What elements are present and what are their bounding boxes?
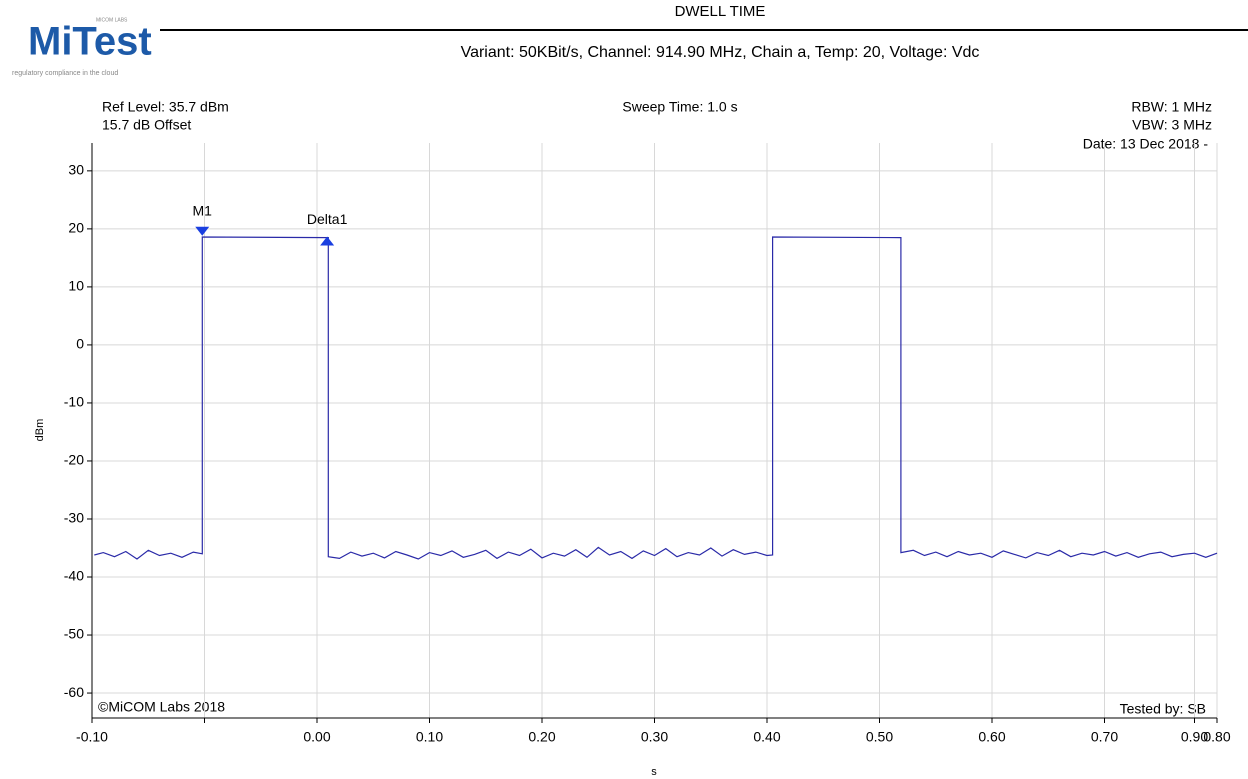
y-tick-label: -20: [64, 452, 84, 468]
y-tick-label: -10: [64, 394, 84, 410]
x-tick-label: 0.20: [528, 729, 555, 745]
y-tick-label: 30: [68, 162, 84, 178]
chart-title: DWELL TIME: [675, 3, 766, 20]
y-tick-label: 0: [76, 336, 84, 352]
y-tick-label: 10: [68, 278, 84, 294]
marker: [195, 226, 210, 236]
marker-label: Delta1: [307, 211, 348, 227]
trace-line: [94, 236, 1218, 560]
y-axis-label: dBm: [34, 419, 46, 442]
y-tick-label: -40: [64, 568, 84, 584]
rbw: RBW: 1 MHz: [1131, 99, 1212, 115]
x-tick-label: 0.40: [753, 729, 780, 745]
x-tick-label: 0.50: [866, 729, 893, 745]
y-tick-label: -60: [64, 684, 84, 700]
y-tick-label: -50: [64, 626, 84, 642]
x-tick-label: 0.80: [1203, 729, 1230, 745]
marker: [320, 236, 335, 246]
logo: MiTest: [28, 20, 152, 64]
offset: 15.7 dB Offset: [102, 117, 191, 133]
x-tick-label: -0.10: [76, 729, 108, 745]
x-axis-label: s: [651, 766, 657, 778]
x-tick-label: 0.90: [1181, 729, 1208, 745]
logo-company: MICOM LABS: [96, 17, 128, 23]
y-tick-label: -30: [64, 510, 84, 526]
sweep-time: Sweep Time: 1.0 s: [622, 99, 737, 115]
marker-label: M1: [193, 202, 213, 218]
vbw: VBW: 3 MHz: [1132, 117, 1212, 133]
copyright: ©MiCOM Labs 2018: [98, 699, 225, 715]
x-tick-label: 0.30: [641, 729, 668, 745]
x-tick-label: 0.00: [303, 729, 330, 745]
y-tick-label: 20: [68, 220, 84, 236]
ref-level: Ref Level: 35.7 dBm: [102, 99, 229, 115]
date: Date: 13 Dec 2018 -: [1083, 136, 1209, 152]
x-tick-label: 0.60: [978, 729, 1005, 745]
chart-subtitle: Variant: 50KBit/s, Channel: 914.90 MHz, …: [461, 44, 980, 61]
x-tick-label: 0.70: [1091, 729, 1118, 745]
x-tick-label: 0.10: [416, 729, 443, 745]
logo-tagline: regulatory compliance in the cloud: [12, 70, 118, 77]
tested-by: Tested by: SB: [1120, 701, 1206, 717]
